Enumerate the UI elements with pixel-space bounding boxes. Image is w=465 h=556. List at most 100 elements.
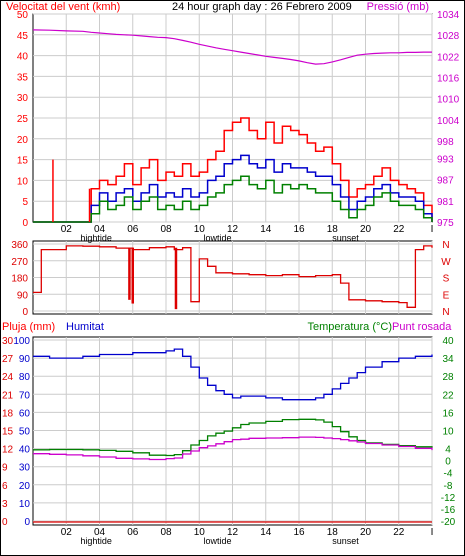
- dir-compass-0: N: [442, 240, 449, 251]
- rain-tick-2: 24: [2, 372, 14, 383]
- hour-label-1-8: 18: [327, 527, 339, 538]
- humidity-tick-5: 50: [19, 427, 31, 438]
- wind-left-tick-10: 50: [17, 10, 29, 21]
- wind-left-tick-3: 15: [17, 156, 29, 167]
- humidity-tick-9: 90: [19, 354, 31, 365]
- rain-tick-5: 15: [2, 427, 14, 438]
- hour-label-0-7: 16: [293, 224, 305, 235]
- wind-series: [32, 29, 433, 223]
- hour-label-1-6: 14: [260, 527, 272, 538]
- event-label-0-0: hightide: [80, 233, 112, 243]
- hour-label-0-9: 20: [360, 224, 372, 235]
- wind-right-tick-5: 1004: [437, 116, 460, 127]
- temp-tick-12: 40: [442, 336, 454, 347]
- temp-title: Temperatura (°C): [308, 321, 392, 333]
- weather-series: [33, 348, 433, 523]
- wind-right-tick-8: 1022: [437, 52, 460, 63]
- humidity-tick-1: 10: [19, 499, 31, 510]
- rain-tick-1: 27: [2, 354, 14, 365]
- hour-label-1-9: 20: [360, 527, 372, 538]
- hour-label-1-10: 22: [393, 527, 405, 538]
- humidity-tick-8: 80: [19, 372, 31, 383]
- hour-label-1-11: I: [431, 527, 434, 538]
- hour-label-0-1: 04: [94, 224, 106, 235]
- temp-tick-3: -8: [444, 481, 453, 492]
- dir-left-tick-2: 180: [11, 274, 28, 285]
- wind-axes: 0 5 10 15 20 25 30 35 40 45 50 975 981 987 993 998 1004 1…: [17, 10, 460, 229]
- humidity-tick-4: 40: [19, 445, 31, 456]
- wind-right-tick-0: 975: [437, 218, 454, 229]
- series-pressure: [32, 29, 432, 65]
- humidity-title: Humitat: [66, 321, 104, 333]
- dir-compass-2: S: [443, 274, 450, 285]
- hour-label-1-2: 06: [127, 527, 139, 538]
- direction-grid: [33, 241, 433, 314]
- series-dewpoint: [33, 436, 433, 461]
- temp-tick-2: -12: [441, 493, 456, 504]
- dir-compass-1: W: [441, 257, 451, 268]
- wind-left-tick-9: 45: [17, 31, 29, 42]
- event-label-0-1: lowtide: [204, 233, 232, 243]
- wind-right-tick-6: 1010: [437, 95, 460, 106]
- rain-tick-4: 18: [2, 408, 14, 419]
- wind-left-tick-7: 35: [17, 72, 29, 83]
- wind-right-tick-2: 987: [437, 176, 454, 187]
- weather-axes: 0102030405060708090100302724211815129630…: [2, 336, 456, 528]
- series-humidity: [33, 348, 433, 401]
- rain-tick-8: 6: [2, 481, 8, 492]
- series-wind_speed: [33, 117, 433, 223]
- hour-label-0-5: 12: [227, 224, 239, 235]
- direction-series: [33, 245, 433, 310]
- series-temperature: [33, 418, 433, 457]
- dir-compass-4: N: [442, 307, 449, 318]
- temp-tick-8: 16: [442, 408, 454, 419]
- hour-label-0-0: 02: [61, 224, 73, 235]
- graph-title: 24 hour graph day : 26 Febrero 2009: [172, 1, 352, 13]
- hour-label-0-11: I: [431, 224, 434, 235]
- dir-compass-3: E: [443, 290, 450, 301]
- wind-right-tick-4: 998: [437, 137, 454, 148]
- wind-left-tick-1: 5: [22, 197, 28, 208]
- rain-tick-10: 0: [2, 517, 8, 528]
- rain-title: Pluja (mm): [2, 321, 55, 333]
- temp-tick-9: 22: [442, 390, 454, 401]
- temp-tick-7: 10: [442, 427, 454, 438]
- wind-right-tick-7: 1016: [437, 73, 460, 84]
- wind-left-tick-8: 40: [17, 52, 29, 63]
- series-wind_gust: [33, 175, 433, 223]
- dir-left-tick-1: 90: [17, 290, 29, 301]
- wind-left-tick-5: 25: [17, 114, 29, 125]
- humidity-tick-6: 60: [19, 408, 31, 419]
- hour-label-0-8: 18: [327, 224, 339, 235]
- wind-right-tick-10: 1034: [437, 10, 460, 21]
- humidity-tick-0: 0: [24, 517, 30, 528]
- hour-label-0-10: 22: [393, 224, 405, 235]
- event-label-1-0: hightide: [80, 536, 112, 546]
- rain-tick-0: 30: [2, 336, 14, 347]
- dir-left-tick-0: 0: [22, 307, 28, 318]
- temp-tick-6: 4: [445, 445, 451, 456]
- event-label-1-1: lowtide: [204, 536, 232, 546]
- temp-tick-5: 0: [445, 457, 451, 468]
- rain-tick-6: 12: [2, 445, 14, 456]
- wind-left-tick-0: 0: [22, 218, 28, 229]
- humidity-tick-7: 70: [19, 390, 31, 401]
- dew-title: Punt rosada: [392, 321, 452, 333]
- hour-label-0-4: 10: [194, 224, 206, 235]
- temp-tick-11: 34: [442, 354, 454, 365]
- dir-left-tick-4: 360: [11, 240, 28, 251]
- hour-label-1-0: 02: [61, 527, 73, 538]
- wind-left-tick-2: 10: [17, 176, 29, 187]
- event-label-1-2: sunset: [332, 536, 359, 546]
- temp-tick-4: -4: [444, 469, 453, 480]
- wind-left-tick-6: 30: [17, 93, 29, 104]
- temp-tick-1: -16: [441, 505, 456, 516]
- wind-right-tick-3: 993: [437, 155, 454, 166]
- pressure-title: Pressió (mb): [367, 1, 429, 13]
- humidity-tick-2: 20: [19, 481, 31, 492]
- humidity-tick-3: 30: [19, 463, 31, 474]
- hour-label-0-6: 14: [260, 224, 272, 235]
